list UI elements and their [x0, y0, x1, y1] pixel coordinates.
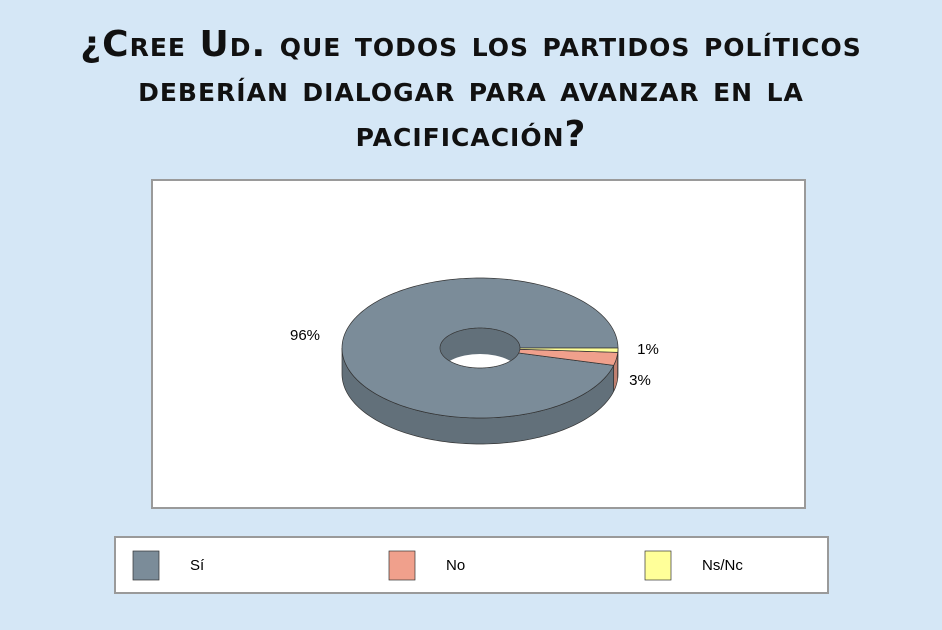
data-label: 3%	[629, 372, 651, 389]
legend-label: No	[446, 557, 465, 574]
chart-title: ¿Cree Ud. que todos los partidos polític…	[80, 24, 862, 155]
data-label: 1%	[637, 341, 659, 358]
data-label: 96%	[290, 327, 320, 344]
legend-swatch	[388, 550, 416, 581]
legend-swatch	[132, 550, 160, 581]
slice	[519, 347, 619, 353]
legend-label: Sí	[190, 557, 205, 574]
legend-label: Ns/Nc	[702, 557, 743, 574]
slice	[518, 348, 619, 366]
legend-box	[114, 536, 829, 594]
legend-swatch	[644, 550, 672, 581]
hole	[440, 354, 520, 368]
